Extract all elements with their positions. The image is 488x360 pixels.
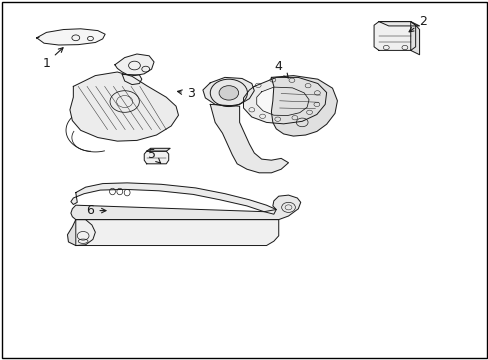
Polygon shape	[76, 220, 278, 246]
Polygon shape	[256, 87, 308, 116]
Text: 6: 6	[86, 204, 106, 217]
Polygon shape	[146, 148, 170, 151]
Polygon shape	[71, 195, 300, 220]
Polygon shape	[122, 75, 142, 85]
Text: 5: 5	[147, 148, 161, 163]
Text: 3: 3	[177, 87, 194, 100]
Text: 1: 1	[42, 48, 63, 69]
Polygon shape	[67, 220, 95, 246]
Text: 4: 4	[274, 60, 288, 78]
Polygon shape	[373, 22, 415, 50]
Text: 2: 2	[408, 15, 426, 32]
Polygon shape	[378, 22, 419, 26]
Polygon shape	[144, 151, 168, 164]
Polygon shape	[243, 77, 326, 124]
Polygon shape	[271, 76, 337, 136]
Polygon shape	[203, 77, 254, 106]
Polygon shape	[115, 54, 154, 76]
Circle shape	[219, 86, 238, 100]
Polygon shape	[70, 72, 178, 141]
Polygon shape	[210, 104, 288, 173]
Polygon shape	[71, 183, 276, 214]
Polygon shape	[37, 29, 105, 45]
Polygon shape	[410, 22, 419, 55]
